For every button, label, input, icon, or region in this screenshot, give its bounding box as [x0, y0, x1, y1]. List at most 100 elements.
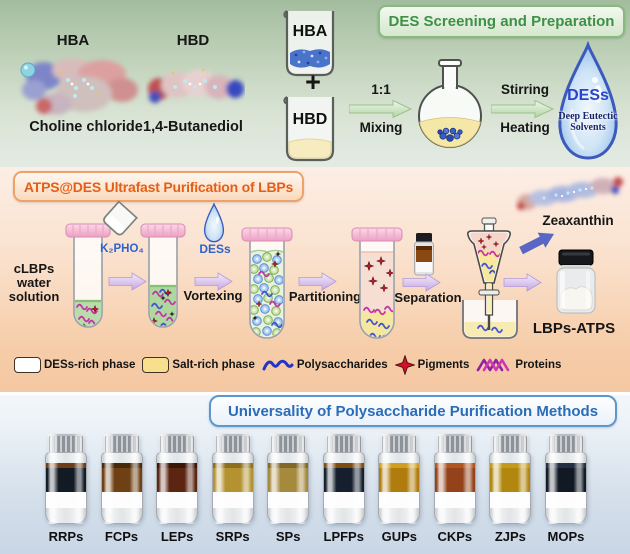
atom-dots [542, 186, 594, 200]
hba-granules [290, 49, 330, 68]
vial-liquid [268, 468, 309, 492]
mixing-label: Mixing [359, 120, 403, 135]
vial-label: CKPs [437, 529, 473, 544]
vial-liquid [46, 468, 86, 492]
vial-srps: SRPs [207, 434, 259, 544]
polysaccharide-wave-icon [262, 359, 294, 371]
phase-legend: DESs-rich phase Salt-rich phase Polysacc… [14, 354, 561, 376]
vial-label: GUPs [381, 529, 417, 544]
vial-cap [215, 434, 250, 453]
vial-cap [382, 434, 417, 453]
tube-salt-added [140, 223, 186, 328]
drop-subtitle: Deep Eutectic Solvents [558, 111, 618, 133]
hbd-abbr-label: HBD [176, 32, 210, 49]
beaker-hba-text: HBA [293, 23, 328, 40]
beaker-hbd-text: HBD [293, 111, 328, 128]
vial-gups: GUPs [373, 434, 425, 544]
lbps-product-jar [556, 249, 596, 314]
lbps-atps-label: LBPs-ATPS [532, 320, 616, 337]
panel-atps-title: ATPS@DES Ultrafast Purification of LBPs [13, 171, 304, 202]
atom-dots [59, 70, 101, 99]
hba-abbr-label: HBA [56, 32, 90, 49]
chloride-ion [20, 62, 36, 78]
des-droplet-small-icon [203, 203, 225, 243]
panel-des-screening: DES Screening and Preparation HBA Cholin… [0, 0, 630, 167]
proteins-label: Proteins [515, 359, 562, 371]
pigments-label: Pigments [417, 359, 470, 371]
vial [156, 434, 199, 524]
vial-label: LEPs [160, 529, 194, 544]
vial-cap [160, 434, 195, 453]
tube-two-phase [351, 227, 403, 339]
beaker-hbd: HBD [283, 96, 335, 162]
vial-label: MOPs [547, 529, 585, 544]
vial-cap [271, 434, 306, 453]
vial-sps: SPs [262, 434, 314, 544]
des-phase-swatch [14, 357, 41, 373]
vial [378, 434, 421, 524]
vial [45, 434, 87, 524]
plus-sign: + [305, 67, 321, 97]
pigment-star-icon [394, 355, 415, 375]
tube-clbps [65, 223, 111, 328]
vial-cap [49, 434, 83, 453]
vial-lpfps: LPFPs [318, 434, 370, 544]
polysaccharides-label: Polysaccharides [296, 359, 388, 371]
vial-liquid [545, 468, 586, 492]
tube-emulsion [241, 227, 293, 339]
butanediol-label: 1,4-Butanediol [143, 119, 243, 135]
vial-label: SRPs [215, 529, 250, 544]
vial-liquid [157, 468, 198, 492]
des-phase-label: DESs-rich phase [44, 359, 136, 371]
product-arrow-icon [503, 273, 542, 292]
protein-helix-icon [477, 358, 510, 372]
separation-label: Separation [394, 290, 462, 305]
vial [211, 434, 254, 524]
hbd-liquid [288, 138, 332, 159]
zeaxanthin-molecule [517, 177, 623, 210]
separating-funnel [462, 217, 518, 339]
vial [267, 434, 310, 524]
granule-speckles [294, 50, 328, 65]
vial-cap [104, 434, 139, 453]
vial [433, 434, 476, 524]
vial-label: FCPs [104, 529, 139, 544]
panel-universality-title: Universality of Polysaccharide Purificat… [209, 395, 617, 427]
zeaxanthin-label: Zeaxanthin [542, 213, 614, 228]
vial-liquid [379, 468, 420, 492]
beaker-hba: HBA [283, 10, 335, 77]
vial-liquid [101, 468, 142, 492]
flask-crystals [437, 127, 463, 142]
vial-mops: MOPs [540, 434, 592, 544]
drop-dess-label: DESs [567, 87, 609, 104]
vial-liquid [434, 468, 475, 492]
dess-droplet-icon [558, 43, 618, 160]
vial-liquid [323, 468, 364, 492]
heating-label: Heating [500, 120, 550, 135]
vial-zjps: ZJPs [484, 434, 536, 544]
partitioning-label: Partitioning [288, 289, 362, 304]
panel-universality-title-text: Universality of Polysaccharide Purificat… [227, 402, 599, 420]
butanediol-molecule [148, 68, 244, 103]
mixing-arrow-icon [349, 100, 412, 118]
choline-chloride-label: Choline chloride [29, 119, 143, 135]
vial [489, 434, 532, 524]
vortexing-label: Vortexing [183, 288, 243, 303]
vial-cap [437, 434, 472, 453]
vial-label: SPs [275, 529, 301, 544]
vial-fcps: FCPs [96, 434, 148, 544]
atom-dots [171, 68, 217, 89]
panel-atps-title-text: ATPS@DES Ultrafast Purification of LBPs [23, 178, 294, 195]
vial-liquid [212, 468, 253, 492]
vial [100, 434, 143, 524]
vial-label: RRPs [48, 529, 84, 544]
salt-phase-swatch [142, 357, 170, 373]
panel-des-title: DES Screening and Preparation [378, 5, 625, 38]
clbps-feed-label: cLBPs water solution [8, 261, 60, 304]
choline-chloride-molecule [20, 58, 138, 115]
vial-ckps: CKPs [429, 434, 481, 544]
mix-ratio-label: 1:1 [371, 82, 391, 97]
stirring-label: Stirring [500, 82, 549, 97]
vial-cap [326, 434, 361, 453]
